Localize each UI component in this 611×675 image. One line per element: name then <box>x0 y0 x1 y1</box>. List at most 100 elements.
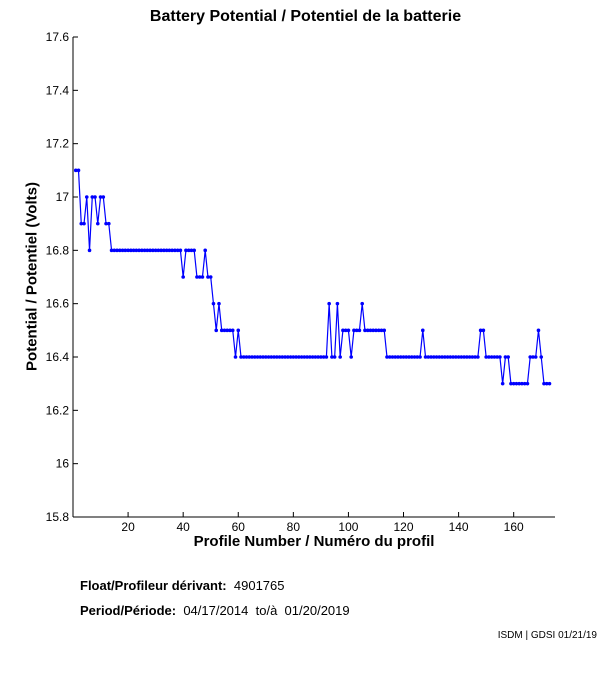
data-point <box>217 301 221 306</box>
period-end: 01/20/2019 <box>284 603 350 618</box>
data-point <box>544 381 549 386</box>
data-point <box>371 328 376 333</box>
data-point <box>440 355 444 359</box>
data-point <box>305 355 309 359</box>
data-point <box>241 355 246 359</box>
data-point <box>297 355 301 359</box>
x-tick-label: 120 <box>393 520 413 534</box>
data-point <box>374 328 378 333</box>
data-point <box>107 221 111 226</box>
data-point <box>451 355 455 359</box>
data-point <box>330 355 334 359</box>
y-tick-label: 16.6 <box>46 297 70 311</box>
data-point <box>134 248 139 253</box>
data-point <box>511 381 516 386</box>
data-point <box>335 301 340 306</box>
source-stamp: ISDM | GDSI 01/21/19 <box>497 630 597 641</box>
data-point <box>500 381 505 386</box>
data-point <box>498 355 502 359</box>
data-point <box>239 355 243 359</box>
data-point <box>101 195 106 199</box>
data-point <box>173 248 177 253</box>
data-point <box>308 355 312 359</box>
data-point <box>120 248 125 253</box>
data-point <box>126 248 130 253</box>
data-point <box>203 248 208 253</box>
float-label: Float/Profileur dérivant: <box>80 578 227 593</box>
data-point <box>338 355 342 359</box>
data-point <box>200 275 205 279</box>
data-point <box>84 195 89 199</box>
data-point <box>547 381 552 386</box>
data-point <box>313 355 318 359</box>
x-tick-label: 100 <box>338 520 358 534</box>
x-tick-label: 140 <box>449 520 469 534</box>
data-point <box>503 355 508 359</box>
data-point <box>522 381 527 386</box>
data-point <box>93 195 97 199</box>
data-point <box>79 221 84 226</box>
data-point <box>426 355 431 359</box>
data-point <box>542 381 546 386</box>
data-point <box>236 328 241 333</box>
data-point <box>462 355 466 359</box>
chart-title: Battery Potential / Potentiel de la batt… <box>149 8 462 25</box>
data-point <box>280 355 285 359</box>
data-point <box>206 275 210 279</box>
data-point <box>459 355 464 359</box>
data-point <box>484 355 488 359</box>
data-point <box>423 355 428 359</box>
x-tick-label: 60 <box>232 520 246 534</box>
data-point <box>167 248 172 253</box>
data-point <box>434 355 439 359</box>
data-point <box>219 328 224 333</box>
data-point <box>382 328 387 333</box>
data-point <box>258 355 263 359</box>
data-point <box>539 355 544 359</box>
data-point <box>269 355 274 359</box>
data-point <box>533 355 538 359</box>
y-tick-label: 16 <box>56 457 70 471</box>
data-point <box>415 355 420 359</box>
y-tick-label: 17.2 <box>46 137 70 151</box>
data-point <box>272 355 276 359</box>
data-point <box>407 355 411 359</box>
data-point <box>376 328 381 333</box>
data-point <box>393 355 398 359</box>
data-point <box>506 355 510 359</box>
data-point <box>467 355 472 359</box>
data-point <box>112 248 117 253</box>
data-point <box>401 355 406 359</box>
y-tick-label: 15.8 <box>46 510 70 524</box>
data-point <box>95 221 100 226</box>
data-point <box>244 355 249 359</box>
data-point <box>443 355 447 359</box>
data-point <box>319 355 323 359</box>
float-id: 4901765 <box>233 578 285 593</box>
x-tick-label: 40 <box>176 520 190 534</box>
data-point <box>98 195 103 199</box>
data-point <box>76 168 81 173</box>
data-point <box>390 355 395 359</box>
period-info: Period/Période: 04/17/2014 to/à 01/20/20… <box>80 603 350 618</box>
data-point <box>233 355 238 359</box>
data-point <box>211 301 216 306</box>
float-info: Float/Profileur dérivant: 4901765 <box>80 578 285 593</box>
data-point <box>90 195 95 199</box>
data-point <box>228 328 232 333</box>
data-point <box>346 328 351 333</box>
data-point <box>208 275 213 279</box>
data-point <box>487 355 491 359</box>
data-point <box>368 328 373 333</box>
data-point <box>324 355 329 359</box>
data-point <box>492 355 497 359</box>
data-point <box>109 248 114 253</box>
data-point <box>252 355 257 359</box>
data-point <box>536 328 541 333</box>
data-point <box>264 355 268 359</box>
data-point <box>520 381 524 386</box>
data-point <box>148 248 152 253</box>
data-point <box>432 355 436 359</box>
data-point <box>288 355 293 359</box>
